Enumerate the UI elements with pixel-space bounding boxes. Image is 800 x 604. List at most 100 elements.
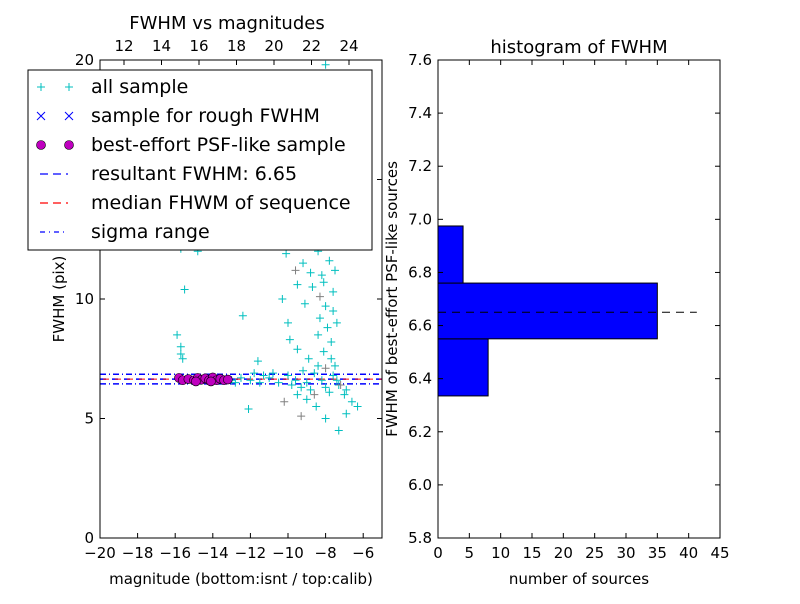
gray-sample-point	[310, 390, 319, 399]
all-sample-point	[180, 285, 189, 294]
x-tick-label: −14	[197, 544, 229, 562]
legend-handle	[37, 83, 73, 91]
all-sample-point	[321, 60, 330, 69]
all-sample-point	[293, 345, 302, 354]
all-sample-point	[268, 369, 277, 378]
all-sample-point	[250, 369, 259, 378]
all-sample-point	[255, 378, 264, 387]
x-tick-label: 25	[585, 544, 604, 562]
x-tick-label: 30	[616, 544, 635, 562]
x-tick-label: −16	[159, 544, 191, 562]
all-sample-point	[342, 385, 351, 394]
all-sample-point	[347, 397, 356, 406]
all-sample-point	[332, 376, 341, 385]
gray-sample-point	[321, 364, 330, 373]
all-sample-point	[282, 249, 291, 258]
legend-label: resultant FWHM: 6.65	[91, 163, 297, 185]
x-tick-label: 5	[465, 544, 475, 562]
histogram-plot: 0 5 10 15 20 25 30 35 40 45 5.8 6.0 6.2 6.4 6.6 6.8 7.0 7…	[383, 37, 730, 588]
top-x-tick-label: 12	[114, 37, 133, 55]
all-sample-point	[300, 299, 309, 308]
x-tick-label: 10	[491, 544, 510, 562]
x-tick-label: 15	[522, 544, 541, 562]
x-tick-label: 40	[679, 544, 698, 562]
gray-sample-point	[315, 292, 324, 301]
x-tick-label: 0	[433, 544, 443, 562]
all-sample-point	[291, 376, 300, 385]
psf-sample-point	[206, 376, 216, 387]
all-sample-point	[176, 342, 185, 351]
circle-icon	[64, 140, 74, 150]
all-sample-point	[329, 287, 338, 296]
x-tick-label: −12	[235, 544, 267, 562]
all-sample-point	[331, 361, 339, 370]
all-sample-point	[317, 271, 326, 280]
top-x-tick-label: 14	[152, 37, 171, 55]
x-tick-label: −20	[84, 544, 116, 562]
histogram-axes-frame	[437, 59, 721, 539]
all-sample-point	[329, 306, 338, 315]
y-tick-label: 7.4	[408, 104, 432, 122]
gray-sample-point	[336, 381, 345, 390]
all-sample-point	[244, 404, 253, 413]
y-tick-label: 0	[84, 529, 94, 547]
all-sample-point	[315, 314, 324, 323]
plus-icon	[37, 83, 45, 91]
y-tick-label: 6.0	[408, 476, 432, 494]
scatter-points	[100, 60, 382, 435]
all-sample-point	[297, 383, 306, 392]
x-tick-label: −6	[352, 544, 374, 562]
y-tick-label: 6.2	[408, 423, 432, 441]
all-sample-point	[321, 302, 330, 311]
x-icon	[36, 111, 46, 121]
legend-label: all sample	[91, 76, 188, 98]
plus-icon	[65, 83, 73, 91]
circle-icon	[36, 140, 46, 150]
all-sample-point	[302, 395, 311, 404]
all-sample-point	[314, 361, 323, 370]
legend-handle	[36, 111, 74, 121]
all-sample-point	[284, 318, 292, 327]
histogram-bar	[437, 338, 489, 397]
psf-sample-point	[191, 376, 201, 387]
histogram-x-label: number of sources	[509, 570, 649, 588]
all-sample-point	[173, 330, 182, 339]
histogram-title: histogram of FWHM	[490, 37, 667, 58]
legend-frame	[27, 69, 373, 251]
all-sample-point	[293, 390, 302, 399]
all-sample-point	[304, 354, 313, 363]
all-sample-point	[312, 402, 321, 411]
all-sample-point	[317, 376, 326, 385]
all-sample-point	[353, 402, 362, 411]
scatter-x-label: magnitude (bottom:isnt / top:calib)	[109, 570, 373, 588]
all-sample-point	[278, 295, 287, 303]
all-sample-point	[314, 330, 323, 339]
all-sample-point	[308, 283, 317, 292]
scatter-plot: −20−18−16−14−12−10−8−6051015201214161820…	[27, 13, 383, 588]
y-tick-label: 7.6	[408, 51, 432, 69]
all-sample-point	[246, 376, 255, 385]
all-sample-point	[332, 318, 341, 327]
all-sample-point	[176, 349, 185, 358]
all-sample-point	[340, 390, 349, 399]
all-sample-point	[331, 266, 339, 275]
gray-sample-point	[297, 412, 306, 421]
all-sample-point	[253, 357, 262, 366]
all-sample-point	[284, 371, 292, 380]
histogram-y-label: FWHM of best-effort PSF-like sources	[383, 161, 401, 437]
histogram-bar	[437, 282, 658, 340]
all-sample-point	[310, 369, 319, 378]
all-sample-point	[327, 338, 336, 347]
scatter-y-label: FWHM (pix)	[50, 256, 68, 343]
psf-sample-point	[223, 374, 233, 385]
all-sample-point	[237, 373, 245, 382]
all-sample-point	[306, 385, 315, 394]
all-sample-point	[306, 268, 315, 277]
all-sample-point	[178, 354, 187, 363]
legend: all sample sample for rough FWHM best-effo…	[27, 69, 373, 251]
all-sample-point	[259, 371, 268, 380]
x-tick-label: 35	[648, 544, 667, 562]
top-x-tick-label: 24	[339, 37, 358, 55]
